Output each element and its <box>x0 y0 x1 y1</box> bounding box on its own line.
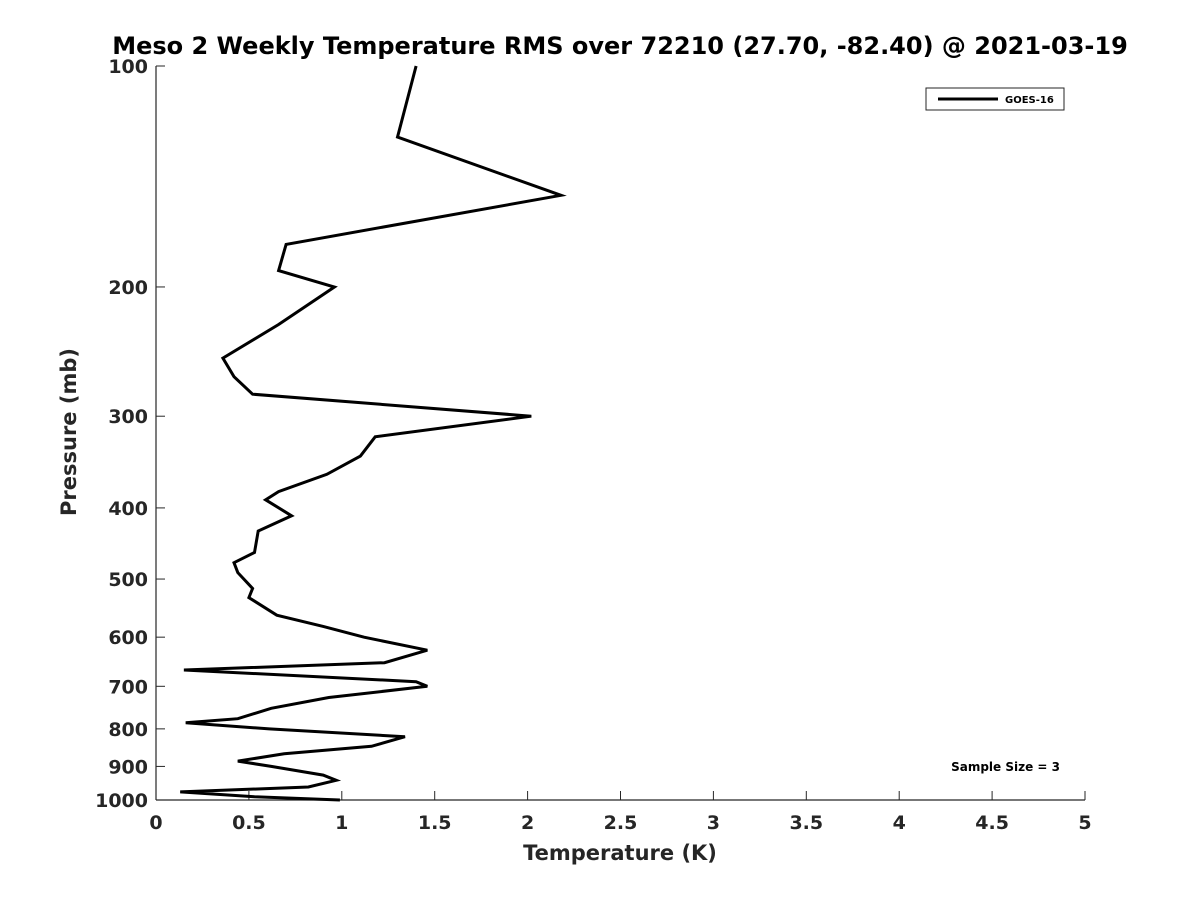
y-tick-label: 300 <box>108 406 148 428</box>
y-tick-label: 800 <box>108 719 148 741</box>
x-tick-label: 3.5 <box>789 812 823 834</box>
series-line-goes-16 <box>180 65 567 802</box>
y-axis-ticks: 100 200 300 400 500 600 700 800 900 1000 <box>95 56 165 812</box>
legend-entry-goes-16: GOES-16 <box>1005 95 1054 106</box>
x-axis-label: Temperature (K) <box>523 841 717 865</box>
y-tick-label: 700 <box>108 676 148 698</box>
plot-axes <box>155 66 1085 801</box>
x-tick-label: 5 <box>1078 812 1091 834</box>
x-tick-label: 0.5 <box>232 812 266 834</box>
y-tick-label: 200 <box>108 277 148 299</box>
y-tick-label: 100 <box>108 56 148 78</box>
sample-size-annotation: Sample Size = 3 <box>951 760 1060 774</box>
x-tick-label: 1 <box>335 812 348 834</box>
y-tick-label: 1000 <box>95 790 148 812</box>
x-tick-label: 4.5 <box>975 812 1009 834</box>
y-tick-label: 400 <box>108 498 148 520</box>
x-tick-label: 0 <box>149 812 162 834</box>
y-axis-label: Pressure (mb) <box>57 348 81 516</box>
y-tick-label: 600 <box>108 627 148 649</box>
chart-legend: GOES-16 <box>925 87 1065 111</box>
chart-title: Meso 2 Weekly Temperature RMS over 72210… <box>112 32 1128 60</box>
x-tick-label: 3 <box>707 812 720 834</box>
x-tick-label: 4 <box>893 812 906 834</box>
x-tick-label: 1.5 <box>418 812 452 834</box>
x-axis-ticks: 0 0.5 1 1.5 2 2.5 3 3.5 4 4.5 5 <box>149 791 1092 834</box>
y-tick-label: 500 <box>108 569 148 591</box>
y-tick-label: 900 <box>108 756 148 778</box>
x-tick-label: 2 <box>521 812 534 834</box>
series-layer <box>180 65 567 802</box>
x-tick-label: 2.5 <box>604 812 638 834</box>
